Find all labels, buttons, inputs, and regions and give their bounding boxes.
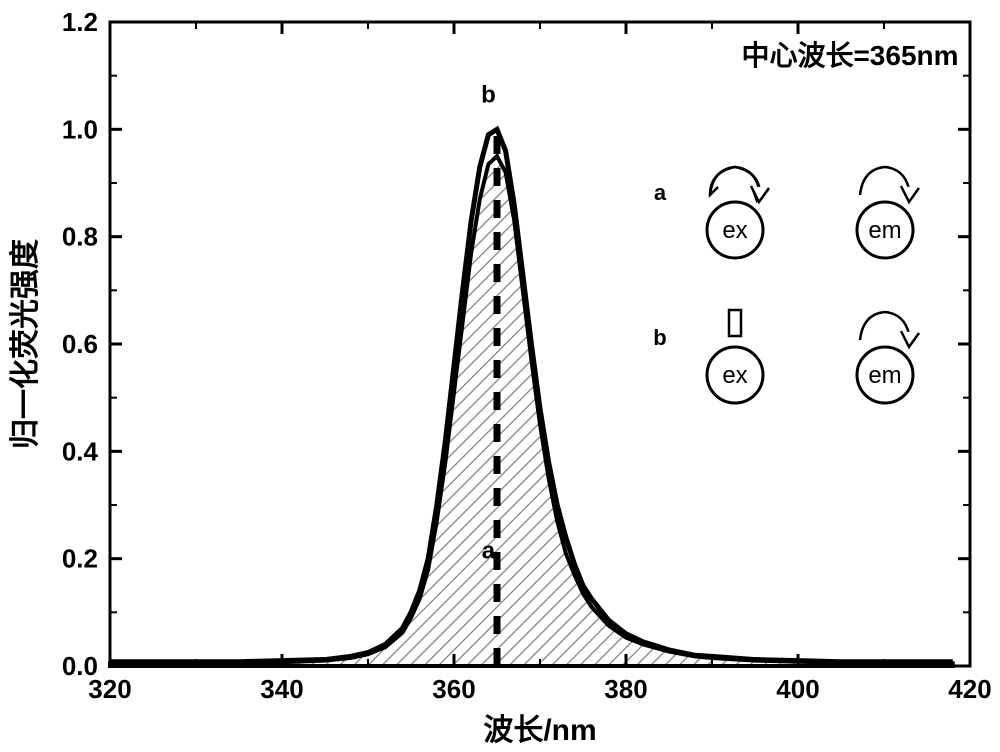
svg-text:0.0: 0.0 — [62, 651, 98, 681]
svg-text:380: 380 — [604, 674, 647, 704]
x-axis-label: 波长/nm — [483, 714, 596, 747]
svg-text:0.4: 0.4 — [62, 436, 99, 466]
y-axis-ticks-right — [958, 22, 970, 666]
legend-a-ex-arrow-icon — [710, 167, 769, 202]
chart-svg: 320340360380400420 0.00.20.40.60.81.01.2… — [0, 0, 1000, 752]
legend-b-ex-box-icon — [729, 310, 741, 336]
svg-text:340: 340 — [260, 674, 303, 704]
x-axis-ticks-top — [110, 22, 970, 34]
y-axis-label: 归一化荧光强度 — [9, 239, 42, 449]
legend-a-em-arrow-icon — [860, 167, 919, 202]
svg-text:0.6: 0.6 — [62, 329, 98, 359]
svg-text:0.2: 0.2 — [62, 544, 98, 574]
legend-label-a: a — [654, 180, 667, 205]
legend-b-em-arrow-icon — [860, 312, 919, 347]
point-label-a: a — [482, 538, 496, 565]
legend: a ex em b ex em — [653, 167, 919, 403]
legend-a-em-text: em — [868, 217, 901, 244]
curve-a-fill — [110, 156, 953, 666]
point-label-b: b — [481, 82, 496, 109]
legend-b-em-text: em — [868, 362, 901, 389]
chart-container: 320340360380400420 0.00.20.40.60.81.01.2… — [0, 0, 1000, 752]
svg-text:400: 400 — [776, 674, 819, 704]
chart-title: 中心波长=365nm — [741, 40, 958, 71]
svg-text:420: 420 — [948, 674, 991, 704]
x-axis-tick-labels: 320340360380400420 — [88, 674, 991, 704]
y-axis-ticks — [110, 22, 122, 666]
svg-text:1.2: 1.2 — [62, 7, 98, 37]
svg-text:360: 360 — [432, 674, 475, 704]
y-axis-tick-labels: 0.0 0.2 0.4 0.6 0.8 1.0 1.2 — [62, 7, 99, 681]
svg-text:0.8: 0.8 — [62, 222, 98, 252]
legend-a-ex-text: ex — [722, 217, 747, 244]
svg-text:1.0: 1.0 — [62, 114, 98, 144]
legend-b-ex-text: ex — [722, 362, 747, 389]
legend-label-b: b — [653, 325, 666, 350]
